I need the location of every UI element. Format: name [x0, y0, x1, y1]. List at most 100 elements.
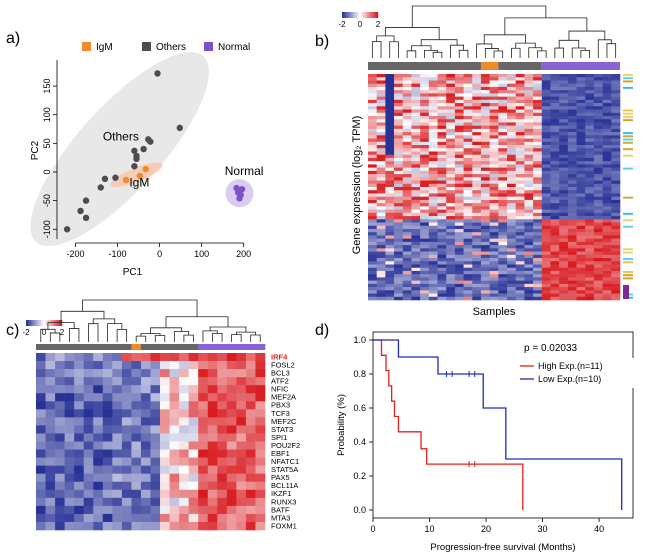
- heatb-cell: [507, 238, 517, 243]
- heatb-cell: [376, 99, 386, 104]
- heatb-cell: [394, 296, 404, 301]
- heatc-gene-label: MEF2C: [271, 417, 297, 426]
- heatb-cell: [533, 161, 543, 165]
- heatb-dendrogram-branch: [537, 50, 547, 58]
- heatb-cell: [541, 209, 551, 214]
- heatb-cell: [368, 258, 377, 262]
- heatb-cell: [385, 238, 395, 243]
- heatb-cell: [602, 258, 612, 262]
- heatb-cell: [541, 193, 551, 197]
- heatb-cell: [368, 125, 377, 130]
- heatb-cell: [394, 148, 404, 152]
- heatb-cell: [515, 203, 525, 207]
- heatb-cell: [559, 245, 569, 249]
- heatb-cell: [507, 190, 517, 194]
- heatb-cell: [480, 83, 490, 88]
- heatb-cell: [437, 232, 447, 236]
- heatb-cell: [498, 190, 508, 194]
- heatb-cell: [446, 109, 456, 114]
- heatb-cell: [541, 212, 551, 217]
- heatb-cell: [585, 93, 595, 97]
- heatb-cell: [463, 180, 473, 185]
- heatb-row-annotation: [623, 270, 633, 273]
- heatc-cell: [245, 457, 256, 466]
- heatb-cell: [437, 177, 447, 181]
- km-legend-label: Low Exp.(n=10): [538, 374, 601, 384]
- heatb-row-annotation: [623, 138, 633, 141]
- heatb-cell: [489, 228, 499, 233]
- heatb-cell: [533, 258, 543, 262]
- km-y-tick-label: 0.4: [353, 437, 366, 447]
- heatb-cell: [454, 258, 464, 262]
- heatc-cell: [131, 497, 142, 507]
- heatb-cell: [498, 145, 508, 149]
- heatb-cell: [402, 212, 412, 217]
- heatb-cell: [411, 170, 421, 175]
- heatb-cell: [541, 290, 551, 294]
- heatb-cell: [472, 241, 482, 246]
- heatb-cell: [454, 99, 464, 104]
- heatb-cell: [611, 296, 621, 301]
- heatb-cell: [446, 277, 456, 281]
- heatb-cell: [376, 109, 386, 114]
- heatb-cell: [550, 209, 560, 214]
- heatb-cell: [576, 74, 586, 78]
- heatb-cell: [420, 199, 430, 204]
- heatb-cell: [567, 167, 577, 172]
- heatb-cell: [368, 99, 377, 104]
- heatc-cell: [236, 353, 247, 362]
- heatb-cell: [576, 187, 586, 191]
- heatc-cell: [207, 369, 218, 378]
- heatb-cell: [428, 183, 438, 188]
- pca-y-label: PC2: [30, 140, 41, 160]
- heatb-cell: [507, 115, 517, 120]
- heatc-cell: [198, 361, 209, 370]
- heatb-cell: [541, 254, 551, 259]
- heatb-cell: [541, 296, 551, 301]
- heatb-cell: [376, 96, 386, 101]
- pca-y-tick-label: 150: [42, 79, 52, 94]
- heatc-cell: [226, 433, 237, 442]
- heatb-cell: [411, 280, 421, 285]
- heatc-cell: [207, 353, 218, 362]
- heatb-cell: [480, 180, 490, 185]
- heatb-cell: [480, 196, 490, 201]
- heatc-cell: [169, 489, 180, 499]
- heatb-cell: [550, 219, 560, 223]
- heatb-cell: [489, 261, 499, 265]
- heatb-cell: [611, 96, 621, 101]
- heatc-cell: [207, 409, 218, 418]
- heatb-cell: [446, 112, 456, 117]
- heatb-dendrogram-branch: [484, 48, 499, 58]
- heatb-cell: [472, 164, 482, 168]
- heatb-cell: [515, 296, 525, 301]
- heatb-cell: [463, 86, 473, 91]
- heatb-cell: [454, 180, 464, 185]
- heatb-cell: [593, 258, 603, 262]
- heatc-cell: [198, 481, 209, 491]
- heatb-cell: [585, 290, 595, 294]
- heatb-cell: [437, 199, 447, 204]
- heatc-cell: [179, 369, 189, 378]
- heatb-cell: [480, 245, 490, 249]
- heatb-cell: [437, 83, 447, 88]
- heatb-cell: [463, 283, 473, 288]
- heatc-cell: [236, 409, 247, 418]
- heatc-cell: [226, 473, 237, 483]
- heatb-cell: [550, 193, 560, 197]
- heatb-cell: [507, 128, 517, 133]
- heatb-cell: [368, 83, 377, 88]
- heatb-cell: [376, 177, 386, 181]
- heatb-cell: [446, 296, 456, 301]
- heatb-cell: [541, 119, 551, 123]
- heatc-cell: [36, 369, 46, 378]
- legend-label-normal: Normal: [218, 42, 250, 53]
- heatb-cell: [611, 86, 621, 91]
- heatb-cell: [533, 148, 543, 152]
- heatb-cell: [541, 264, 551, 269]
- heatb-cell: [602, 115, 612, 120]
- heatc-cell: [245, 409, 256, 418]
- heatb-cell: [585, 232, 595, 236]
- heatc-dendrogram-branch: [88, 323, 99, 342]
- heatb-cell: [385, 90, 395, 94]
